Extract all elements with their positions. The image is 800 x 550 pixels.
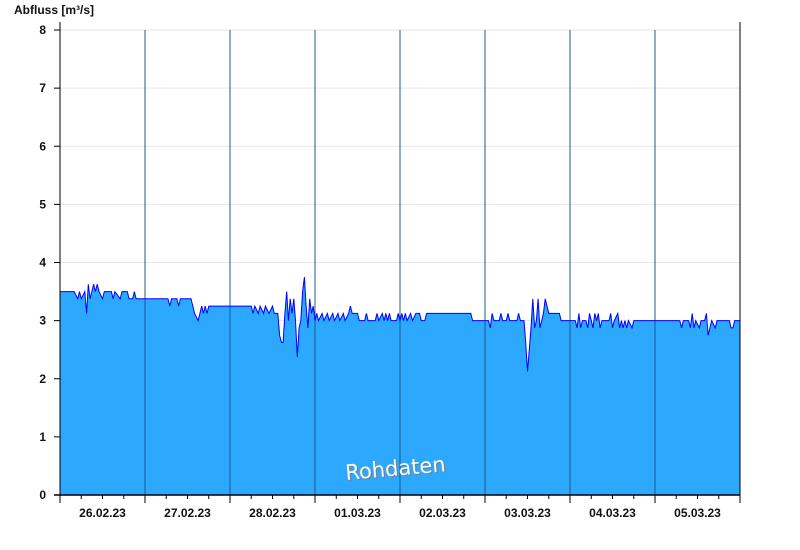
discharge-line [60, 276, 740, 372]
x-tick-label: 28.02.23 [249, 506, 296, 520]
y-tick-label: 5 [39, 197, 46, 211]
y-tick-label: 0 [39, 488, 46, 502]
y-tick-label: 3 [39, 314, 46, 328]
y-axis-label: Abfluss [m³/s] [14, 3, 94, 17]
y-tick-label: 7 [39, 81, 46, 95]
x-tick-label: 01.03.23 [334, 506, 381, 520]
x-tick-label: 27.02.23 [164, 506, 211, 520]
x-tick-label: 26.02.23 [79, 506, 126, 520]
x-tick-label: 05.03.23 [674, 506, 721, 520]
axes: 0 1 2 3 4 5 6 7 8 26.02.23 27.02.23 28.02.23 01.03.2… [39, 22, 741, 520]
x-tick-label: 04.03.23 [589, 506, 636, 520]
x-tick-label: 02.03.23 [419, 506, 466, 520]
y-tick-label: 4 [39, 256, 46, 270]
y-tick-label: 1 [39, 430, 46, 444]
x-tick-label: 03.03.23 [504, 506, 551, 520]
y-tick-label: 2 [39, 372, 46, 386]
y-tick-label: 6 [39, 139, 46, 153]
y-tick-label: 8 [39, 23, 46, 37]
day-separators [144, 30, 656, 495]
